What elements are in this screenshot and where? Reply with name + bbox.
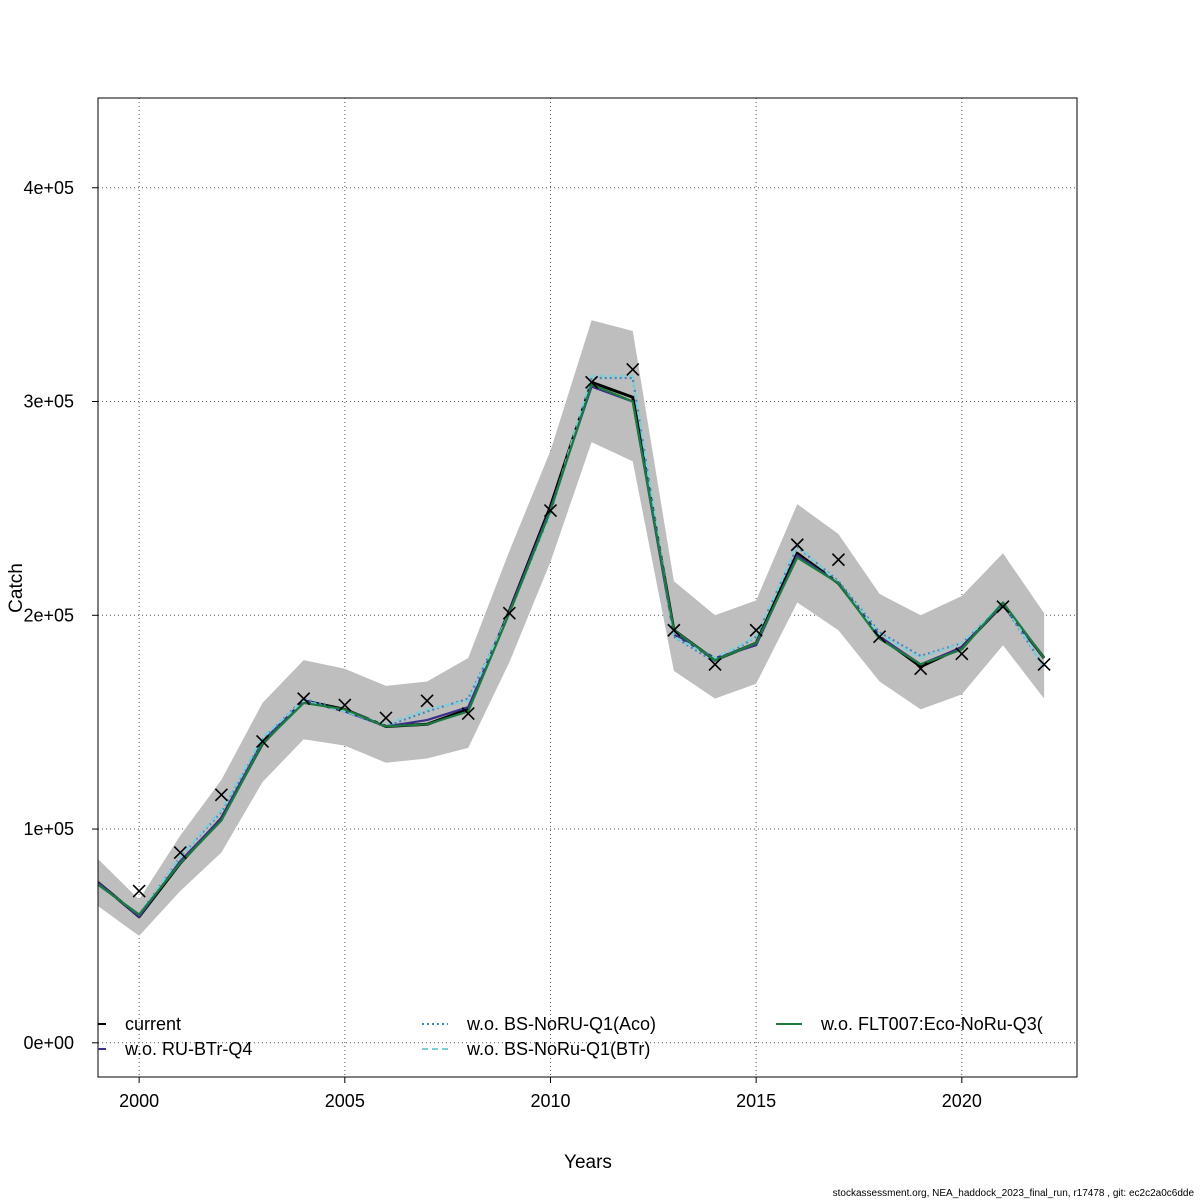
- observation-point: [543, 503, 558, 518]
- legend-label: w.o. FLT007:Eco-NoRu-Q3(: [820, 1014, 1043, 1034]
- legend-entry-4: w.o. BS-NoRu-Q1(BTr): [422, 1039, 650, 1059]
- observation-point: [255, 734, 270, 748]
- plot-frame: [97, 97, 1078, 1078]
- observation-point: [379, 711, 393, 725]
- series-layer: [98, 374, 1046, 919]
- observation-layer: [132, 362, 1051, 898]
- observation-point: [872, 630, 887, 644]
- series-line-5: [98, 383, 1045, 916]
- x-tick-label: 2015: [736, 1091, 776, 1111]
- observation-point: [790, 538, 804, 552]
- legend-entry-1: current: [98, 1014, 181, 1034]
- y-tick-label: 0e+00: [23, 1033, 74, 1053]
- observation-point: [297, 692, 311, 706]
- observation-point: [1037, 657, 1051, 672]
- observation-point: [338, 698, 352, 712]
- x-axis-title: Years: [564, 1152, 612, 1173]
- observation-point: [214, 788, 228, 802]
- y-tick-label: 4e+05: [23, 178, 74, 198]
- confidence-band: [98, 320, 1045, 936]
- y-axis-title: Catch: [6, 563, 27, 613]
- observation-point: [585, 375, 599, 389]
- legend-label: current: [125, 1014, 181, 1034]
- legend-label: w.o. RU-BTr-Q4: [124, 1039, 252, 1059]
- observation-point: [749, 623, 763, 637]
- observation-point: [831, 553, 845, 567]
- observation-point: [996, 600, 1010, 614]
- legend-entry-2: w.o. RU-BTr-Q4: [98, 1039, 252, 1059]
- y-tick-label: 1e+05: [23, 819, 74, 839]
- confidence-band-layer: [98, 320, 1045, 936]
- y-axis: 0e+00 1e+05 2e+05 3e+05 4e+05: [23, 178, 98, 1053]
- x-axis: 2000 2005 2010 2015 2020: [119, 1077, 982, 1111]
- grid: [98, 98, 1077, 1077]
- y-tick-label: 2e+05: [23, 605, 74, 625]
- observation-point: [132, 884, 146, 898]
- observation-point: [667, 623, 681, 637]
- observation-point: [173, 845, 187, 860]
- y-tick-label: 3e+05: [23, 392, 74, 412]
- x-tick-label: 2010: [530, 1091, 570, 1111]
- observation-point: [420, 694, 434, 708]
- legend-label: w.o. BS-NoRu-Q1(BTr): [466, 1039, 650, 1059]
- observation-point: [461, 707, 475, 721]
- legend-label: w.o. BS-NoRU-Q1(Aco): [466, 1014, 656, 1034]
- observation-point: [626, 362, 640, 377]
- footer-credit: stockassessment.org, NEA_haddock_2023_fi…: [833, 1188, 1195, 1199]
- observation-point: [955, 647, 969, 661]
- legend-entry-5: w.o. FLT007:Eco-NoRu-Q3(: [776, 1014, 1043, 1034]
- observation-point: [502, 606, 516, 620]
- legend-entry-3: w.o. BS-NoRU-Q1(Aco): [422, 1014, 656, 1034]
- x-tick-label: 2020: [942, 1091, 982, 1111]
- legend: current w.o. RU-BTr-Q4 w.o. BS-NoRU-Q1(Aco…: [98, 1014, 1043, 1059]
- observation-point: [914, 662, 928, 676]
- x-tick-label: 2005: [325, 1091, 365, 1111]
- x-tick-label: 2000: [119, 1091, 159, 1111]
- observation-point: [708, 657, 722, 672]
